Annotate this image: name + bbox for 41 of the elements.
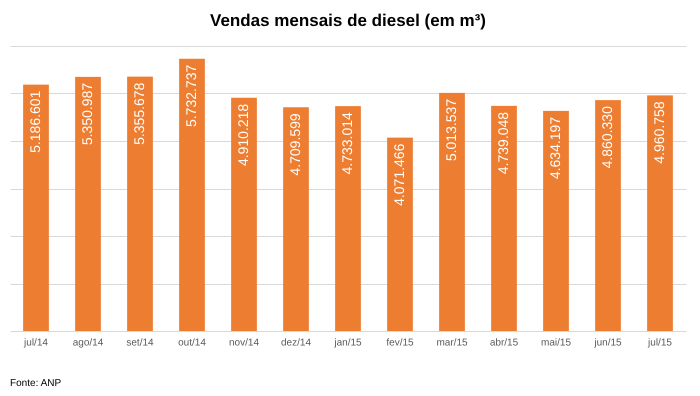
x-tick-label: set/14 xyxy=(126,338,154,348)
x-tick-label: mai/15 xyxy=(540,338,572,348)
data-label: 5.350.987 xyxy=(79,82,95,146)
bar xyxy=(75,76,101,331)
bar xyxy=(543,110,569,331)
x-tick-label: ago/14 xyxy=(72,338,104,348)
data-label: 5.732.737 xyxy=(183,64,199,127)
x-tick-label: dez/14 xyxy=(280,338,312,348)
chart-title: Vendas mensais de diesel (em m³) xyxy=(210,11,486,30)
data-label: 4.910.218 xyxy=(235,104,251,166)
data-label: 4.634.197 xyxy=(547,116,563,180)
data-label: 4.709.599 xyxy=(287,113,303,176)
data-label: 4.739.048 xyxy=(495,112,511,174)
data-label: 5.186.601 xyxy=(27,90,43,153)
bar xyxy=(179,58,205,331)
data-label: 4.960.758 xyxy=(651,101,667,164)
bar xyxy=(595,100,621,331)
data-label: 4.733.014 xyxy=(339,112,355,174)
bar xyxy=(231,98,257,331)
x-tick-label: jan/15 xyxy=(333,338,362,348)
bar xyxy=(387,138,413,331)
source-note: Fonte: ANP xyxy=(10,378,62,389)
x-tick-label: nov/14 xyxy=(228,338,260,348)
bar xyxy=(439,92,465,331)
data-label: 4.860.330 xyxy=(599,106,615,168)
x-tick-label: out/14 xyxy=(178,338,206,348)
x-tick-label: abr/15 xyxy=(490,338,519,348)
data-label: 5.355.678 xyxy=(131,82,147,145)
x-tick-label: mar/15 xyxy=(436,338,468,348)
data-label: 5.013.537 xyxy=(443,98,459,162)
bar xyxy=(335,106,361,331)
bar xyxy=(127,76,153,331)
x-tick-label: jul/14 xyxy=(23,338,48,348)
x-tick-label: jul/15 xyxy=(647,338,672,348)
bar xyxy=(283,107,309,331)
bar xyxy=(23,84,49,331)
x-tick-label: fev/15 xyxy=(386,338,414,348)
bar xyxy=(491,106,517,331)
x-tick-label: jun/15 xyxy=(593,338,622,348)
bar xyxy=(647,95,673,331)
data-label: 4.071.466 xyxy=(391,143,407,206)
